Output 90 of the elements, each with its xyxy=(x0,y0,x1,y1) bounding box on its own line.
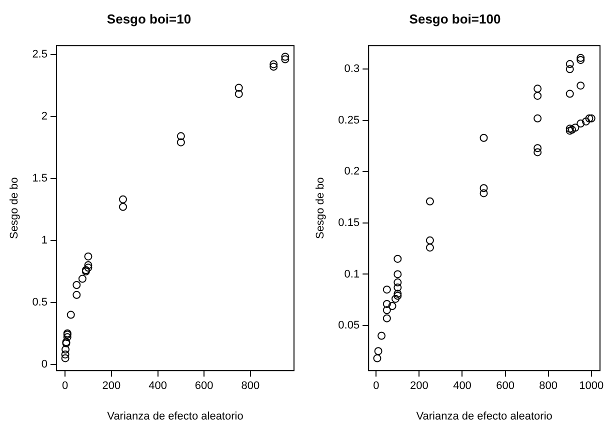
x-tick-label: 800 xyxy=(539,380,558,392)
point xyxy=(176,132,185,140)
point xyxy=(394,254,402,263)
point xyxy=(270,60,278,68)
point xyxy=(566,126,574,135)
point xyxy=(576,56,585,64)
point xyxy=(281,52,290,61)
x-tick-label: 800 xyxy=(241,380,260,392)
point xyxy=(566,90,574,98)
point xyxy=(426,236,434,244)
point xyxy=(394,278,402,286)
y-tick-label: 0.1 xyxy=(344,268,360,280)
point xyxy=(270,62,278,71)
point xyxy=(382,300,391,308)
point xyxy=(426,244,434,252)
point xyxy=(576,54,585,62)
point xyxy=(234,90,243,98)
chart-title: Sesgo boi=100 xyxy=(409,11,501,26)
x-tick-label: 200 xyxy=(102,380,121,392)
x-tick-label: 600 xyxy=(194,380,214,392)
point xyxy=(394,284,402,292)
point xyxy=(566,65,574,74)
point xyxy=(534,92,542,100)
point xyxy=(576,120,585,128)
point xyxy=(534,148,542,156)
x-tick-label: 0 xyxy=(373,380,380,392)
point xyxy=(63,333,72,342)
point xyxy=(84,261,92,270)
point xyxy=(566,60,574,68)
y-tick-label: 0.2 xyxy=(344,166,360,178)
point xyxy=(118,195,127,204)
point xyxy=(61,350,70,358)
point xyxy=(84,252,92,260)
point xyxy=(534,144,542,152)
chart-title: Sesgo boi=10 xyxy=(106,11,192,26)
point xyxy=(480,184,488,192)
point xyxy=(587,114,596,122)
point xyxy=(281,55,290,64)
y-tick-label: 0 xyxy=(41,358,48,370)
point xyxy=(571,124,580,132)
y-tick-label: 0.5 xyxy=(32,296,48,308)
point xyxy=(585,114,594,122)
y-tick-label: 1.5 xyxy=(32,172,48,184)
point xyxy=(480,134,488,142)
point xyxy=(388,302,396,310)
y-axis-title: Sesgo de bo xyxy=(8,177,21,239)
point xyxy=(566,124,574,133)
point xyxy=(534,84,542,93)
x-tick-label: 200 xyxy=(410,380,428,392)
point xyxy=(374,347,382,356)
point xyxy=(66,310,75,319)
point xyxy=(72,281,81,290)
point xyxy=(84,264,92,272)
point xyxy=(61,354,70,362)
point xyxy=(426,197,434,206)
x-tick-label: 1000 xyxy=(579,380,604,392)
y-tick-label: 0.15 xyxy=(338,216,360,229)
point xyxy=(394,292,402,300)
point xyxy=(72,290,81,299)
y-tick-label: 0.05 xyxy=(338,320,360,332)
x-tick-label: 400 xyxy=(453,380,472,392)
point xyxy=(378,332,386,340)
y-axis-title: Sesgo de bo xyxy=(314,177,327,239)
x-tick-label: 0 xyxy=(62,380,68,392)
x-axis-title: Varianza de efecto aleatorio xyxy=(107,410,244,422)
y-tick-label: 0.25 xyxy=(338,114,360,126)
x-axis-title: Varianza de efecto aleatorio xyxy=(416,410,552,422)
point xyxy=(480,189,488,198)
point xyxy=(382,286,391,294)
point xyxy=(62,346,70,354)
y-tick-label: 2.5 xyxy=(32,48,48,60)
point xyxy=(118,202,127,211)
x-tick-label: 400 xyxy=(148,380,167,392)
point xyxy=(394,270,402,278)
point xyxy=(78,274,86,283)
point xyxy=(392,294,400,303)
y-tick-label: 2 xyxy=(41,110,48,122)
y-tick-label: 0.3 xyxy=(344,63,360,76)
point xyxy=(582,117,590,126)
point xyxy=(568,126,576,134)
point xyxy=(382,306,391,314)
point xyxy=(373,354,382,362)
point xyxy=(534,114,542,122)
point xyxy=(234,84,243,92)
point xyxy=(394,290,402,298)
point xyxy=(576,82,585,90)
y-tick-label: 1 xyxy=(41,234,48,246)
point xyxy=(382,314,391,322)
point xyxy=(176,138,185,146)
x-tick-label: 600 xyxy=(496,380,514,392)
